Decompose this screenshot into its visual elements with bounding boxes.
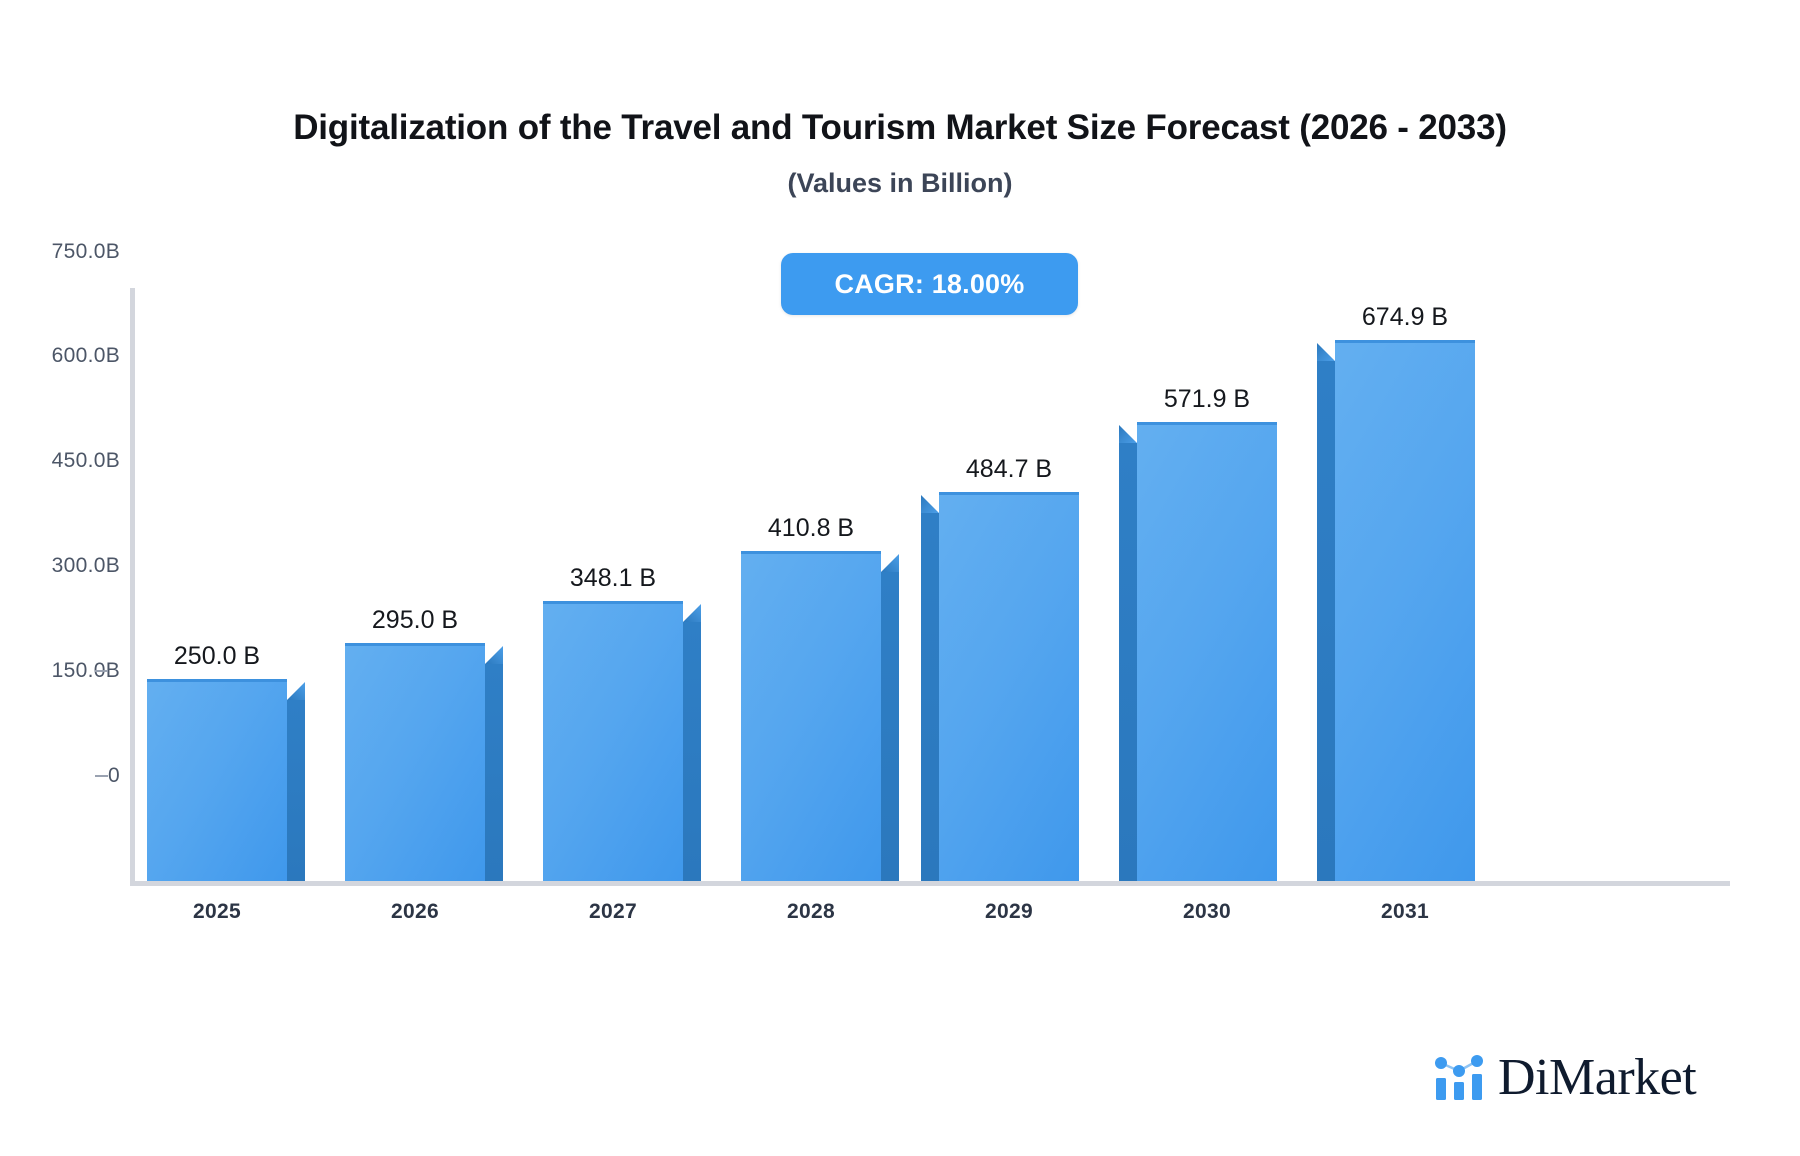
bar-2030-front — [1137, 422, 1277, 881]
plot-area: 250.0 B 295.0 B 348.1 B 410.8 — [130, 288, 1730, 923]
x-axis-label-2030: 2030 — [1183, 900, 1231, 923]
x-axis-label-2029: 2029 — [985, 900, 1033, 923]
bar-2027-top-bevel — [683, 604, 701, 622]
bar-2025-value-label: 250.0 B — [173, 642, 261, 670]
bar-2028-value-label: 410.8 B — [767, 514, 855, 542]
bar-2029-top-bevel — [921, 495, 939, 513]
bar-2030-side — [1119, 443, 1137, 881]
chart-title: Digitalization of the Travel and Tourism… — [293, 108, 1507, 147]
bar-2026-front — [345, 643, 485, 881]
bar-2027-side — [683, 622, 701, 881]
bar-2031-front — [1335, 340, 1475, 881]
bar-2028-side — [881, 572, 899, 881]
bar-2025-top-bevel — [287, 682, 305, 700]
cagr-badge-label: CAGR: 18.00% — [834, 268, 1025, 299]
bar-2025-front — [147, 679, 287, 881]
bar-2031-side — [1317, 361, 1335, 881]
bar-2031-top-bevel — [1317, 343, 1335, 361]
bar-series: 250.0 B 295.0 B 348.1 B 410.8 — [130, 288, 1730, 886]
y-axis-label-450: 450.0B — [51, 449, 120, 472]
cagr-badge: CAGR: 18.00% — [781, 253, 1078, 315]
x-axis-line — [130, 881, 1730, 886]
brand-name: DiMarket — [1498, 1049, 1697, 1106]
bar-chart-logo-icon — [1435, 1055, 1483, 1100]
y-axis-label-150: 150.0B — [51, 659, 120, 682]
y-axis-line — [130, 288, 135, 886]
brand-logo: DiMarket — [1432, 1049, 1697, 1106]
bar-2030[interactable]: 571.9 B — [1119, 385, 1277, 881]
bar-2026-side — [485, 664, 503, 881]
bar-2029-value-label: 484.7 B — [965, 455, 1053, 483]
bar-2025-side — [287, 700, 305, 881]
x-axis-label-2031: 2031 — [1381, 900, 1429, 923]
bar-2025[interactable]: 250.0 B — [147, 642, 305, 881]
y-axis-tick-0 — [95, 775, 108, 777]
bar-2026[interactable]: 295.0 B — [345, 606, 503, 881]
bar-2026-top-bevel — [485, 646, 503, 664]
x-axis-label-2026: 2026 — [391, 900, 439, 923]
y-axis-label-600: 600.0B — [51, 344, 120, 367]
y-axis-label-750: 750.0B — [51, 240, 120, 263]
bar-2027-value-label: 348.1 B — [569, 564, 657, 592]
bar-2030-value-label: 571.9 B — [1163, 385, 1251, 413]
x-axis-label-2025: 2025 — [193, 900, 241, 923]
bar-2028-top-bevel — [881, 554, 899, 572]
bar-2027-front — [543, 601, 683, 881]
bar-2030-top-bevel — [1119, 425, 1137, 443]
chart-subtitle: (Values in Billion) — [787, 168, 1013, 198]
y-axis-label-0: 0 — [108, 764, 120, 787]
bar-2029[interactable]: 484.7 B — [921, 455, 1079, 881]
bar-2029-side — [921, 513, 939, 881]
bar-2029-front — [939, 492, 1079, 881]
bar-2028-front — [741, 551, 881, 881]
bar-2027[interactable]: 348.1 B — [543, 564, 701, 881]
x-axis-label-2028: 2028 — [787, 900, 835, 923]
x-axis-label-2027: 2027 — [589, 900, 637, 923]
bar-2028[interactable]: 410.8 B — [741, 514, 899, 881]
y-axis-tick-150 — [95, 670, 108, 672]
bar-2031-value-label: 674.9 B — [1361, 303, 1449, 331]
y-axis-label-300: 300.0B — [51, 554, 120, 577]
bar-2031[interactable]: 674.9 B — [1317, 303, 1475, 881]
bar-2026-value-label: 295.0 B — [371, 606, 459, 634]
